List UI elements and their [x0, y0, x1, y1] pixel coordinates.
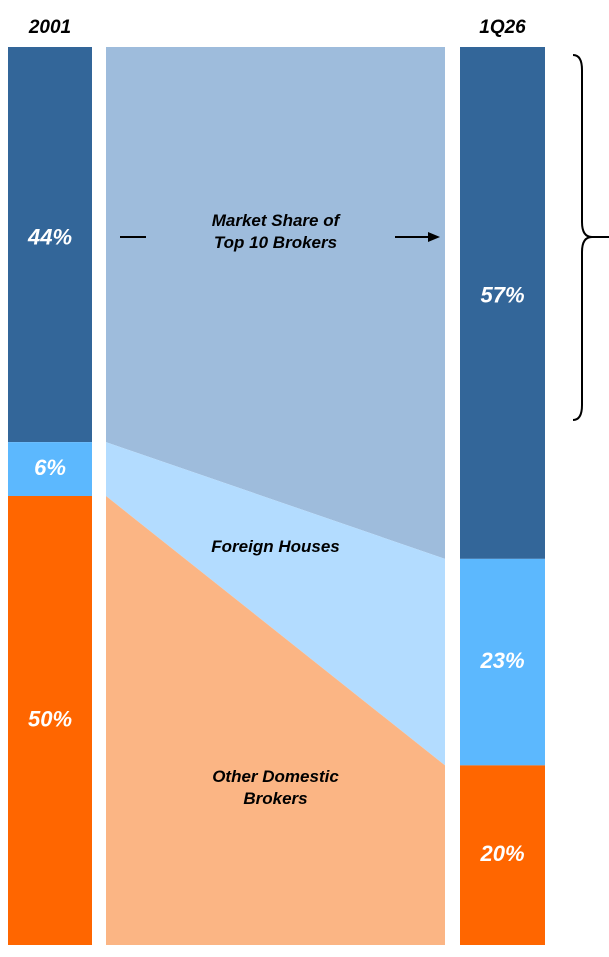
- value-label: 23%: [479, 648, 524, 673]
- value-label: 57%: [480, 283, 524, 308]
- bar-segment: [460, 558, 545, 766]
- category-label: 1Q26: [479, 17, 526, 38]
- bar-segment: [8, 47, 92, 443]
- bar-segment: [8, 442, 92, 496]
- bar-segment: [8, 496, 92, 945]
- flow: [106, 442, 445, 766]
- arrow-head: [428, 232, 440, 242]
- value-label: 20%: [479, 841, 524, 866]
- bar-segment: [460, 47, 545, 559]
- series-label: Other Domestic Brokers: [212, 766, 339, 808]
- brace: [572, 54, 593, 421]
- series-label: Foreign Houses: [211, 537, 340, 557]
- category-label: 2001: [28, 17, 71, 38]
- flow: [106, 496, 445, 945]
- flow: [106, 47, 445, 559]
- value-label: 50%: [28, 706, 72, 731]
- series-label: Market Share of Top 10 Brokers: [211, 211, 340, 252]
- value-label: 44%: [27, 224, 72, 249]
- value-label: 6%: [34, 455, 66, 480]
- bar-segment: [460, 765, 545, 945]
